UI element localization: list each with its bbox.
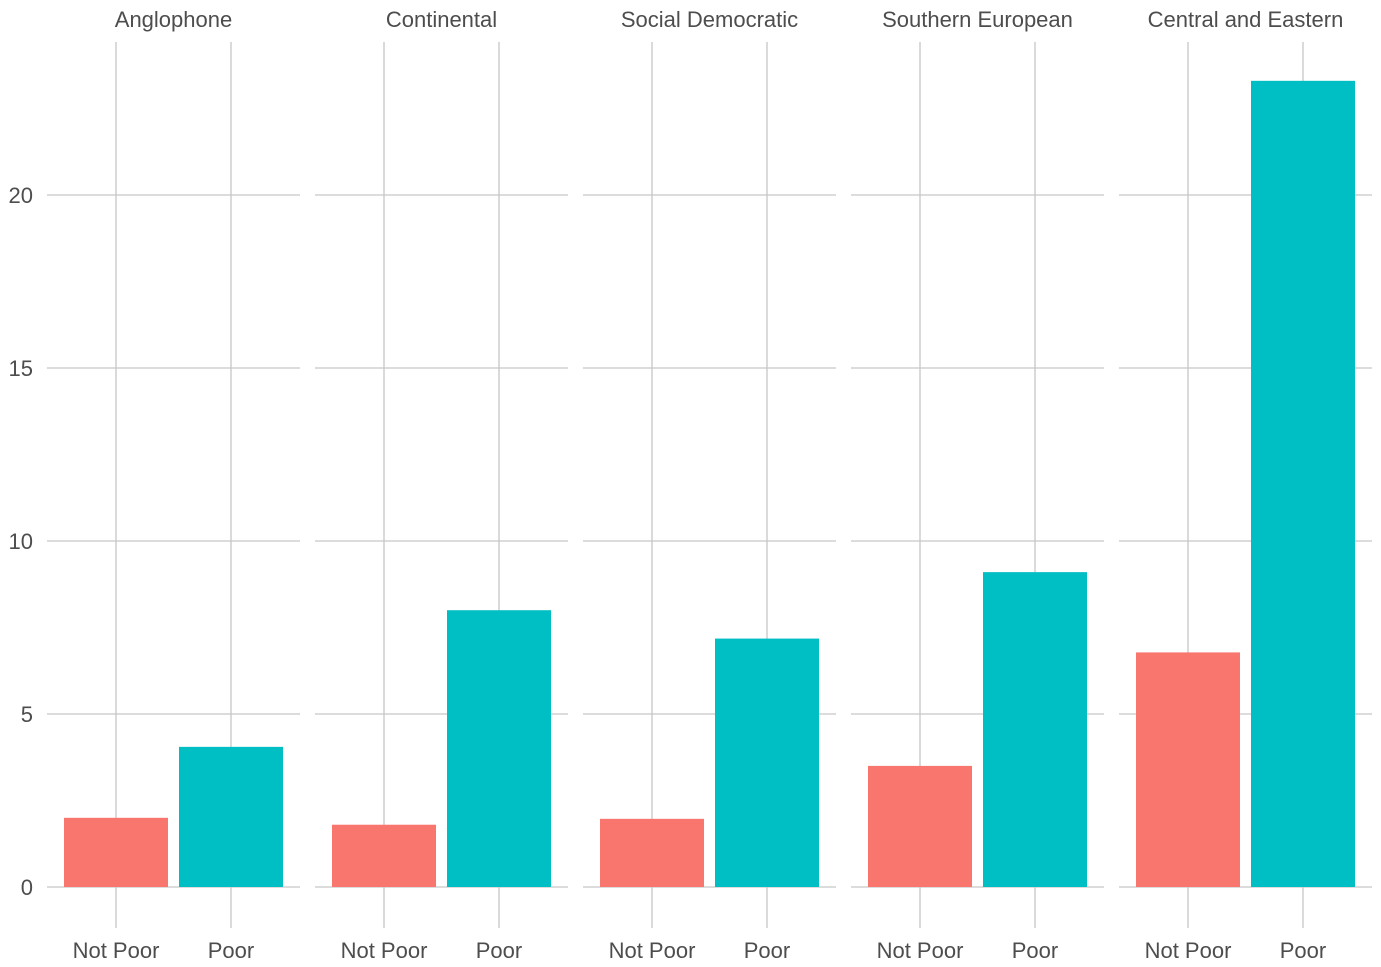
- facet-panel-social-democratic: Social Democratic Not Poor Poor: [583, 7, 836, 963]
- facet-title: Social Democratic: [621, 7, 798, 32]
- x-tick-label: Not Poor: [1145, 938, 1232, 963]
- x-tick-label: Poor: [1280, 938, 1326, 963]
- x-tick-label: Poor: [1012, 938, 1058, 963]
- facet-title: Southern European: [882, 7, 1073, 32]
- bar-not-poor: [332, 824, 436, 887]
- bar-poor: [447, 610, 551, 887]
- x-tick-label: Not Poor: [341, 938, 428, 963]
- bar-not-poor: [868, 765, 972, 887]
- bar-poor: [1251, 80, 1355, 887]
- y-tick-label: 0: [21, 875, 33, 900]
- bar-poor: [179, 746, 283, 887]
- y-tick-label: 5: [21, 702, 33, 727]
- facet-panel-southern-european: Southern European Not Poor Poor: [851, 7, 1104, 963]
- facet-title: Continental: [386, 7, 497, 32]
- facet-panel-continental: Continental Not Poor Poor: [315, 7, 568, 963]
- bar-not-poor: [600, 818, 704, 887]
- bar-not-poor: [1136, 652, 1240, 887]
- facet-panel-anglophone: Anglophone Not Poor Poor: [47, 7, 300, 963]
- facet-title: Anglophone: [115, 7, 232, 32]
- x-tick-label: Poor: [208, 938, 254, 963]
- bar-poor: [715, 638, 819, 887]
- bar-not-poor: [64, 817, 168, 887]
- x-tick-label: Not Poor: [609, 938, 696, 963]
- x-tick-label: Not Poor: [877, 938, 964, 963]
- y-tick-label: 20: [9, 183, 33, 208]
- x-tick-label: Not Poor: [73, 938, 160, 963]
- y-tick-label: 15: [9, 356, 33, 381]
- facet-title: Central and Eastern: [1148, 7, 1344, 32]
- x-tick-label: Poor: [744, 938, 790, 963]
- x-tick-label: Poor: [476, 938, 522, 963]
- facet-panel-central-and-eastern: Central and Eastern Not Poor Poor: [1119, 7, 1372, 963]
- y-tick-label: 10: [9, 529, 33, 554]
- bar-poor: [983, 572, 1087, 887]
